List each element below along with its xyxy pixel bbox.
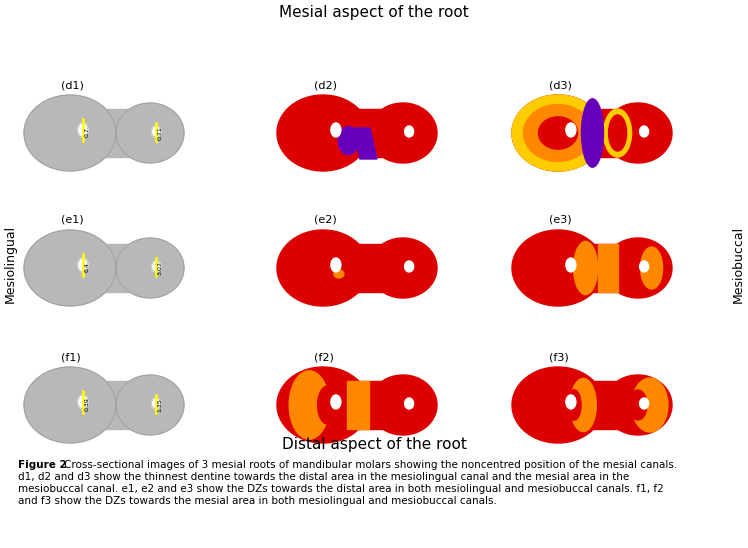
Text: and f3 show the DZs towards the mesial area in both mesiolingual and mesiobuccal: and f3 show the DZs towards the mesial a… — [18, 496, 497, 506]
Polygon shape — [604, 103, 672, 163]
Text: 0.71: 0.71 — [158, 127, 162, 140]
Ellipse shape — [78, 258, 88, 272]
Text: Mesiobuccal: Mesiobuccal — [732, 225, 744, 302]
Text: (d1): (d1) — [61, 80, 84, 90]
Ellipse shape — [405, 126, 414, 137]
Ellipse shape — [289, 371, 329, 439]
Text: 6.4: 6.4 — [85, 262, 89, 272]
Text: 0.39: 0.39 — [85, 397, 89, 411]
Text: (d2): (d2) — [314, 80, 337, 90]
Text: Mesiolingual: Mesiolingual — [4, 225, 16, 303]
Text: 0.7: 0.7 — [85, 127, 89, 137]
Polygon shape — [116, 238, 184, 298]
Text: (d3): (d3) — [549, 80, 572, 90]
Ellipse shape — [570, 379, 596, 432]
Polygon shape — [116, 375, 184, 435]
Text: Mesial aspect of the root: Mesial aspect of the root — [279, 5, 469, 20]
Ellipse shape — [539, 117, 577, 149]
Polygon shape — [604, 238, 672, 298]
Ellipse shape — [331, 395, 341, 409]
Polygon shape — [369, 375, 437, 435]
Ellipse shape — [405, 261, 414, 272]
Polygon shape — [94, 244, 130, 292]
Text: (f2): (f2) — [314, 352, 334, 362]
Polygon shape — [94, 109, 130, 157]
Ellipse shape — [524, 105, 592, 162]
Polygon shape — [24, 367, 116, 443]
Text: (f1): (f1) — [61, 352, 81, 362]
Ellipse shape — [609, 115, 627, 151]
Polygon shape — [277, 230, 369, 306]
Polygon shape — [582, 381, 618, 429]
Text: (f3): (f3) — [549, 352, 568, 362]
Ellipse shape — [78, 395, 88, 409]
Polygon shape — [598, 244, 618, 292]
Polygon shape — [369, 238, 437, 298]
Text: (e1): (e1) — [61, 215, 84, 225]
Ellipse shape — [640, 126, 649, 137]
Polygon shape — [512, 367, 604, 443]
Ellipse shape — [405, 398, 414, 409]
Text: mesiobuccal canal. e1, e2 and e3 show the DZs towards the distal area in both me: mesiobuccal canal. e1, e2 and e3 show th… — [18, 484, 663, 494]
Ellipse shape — [78, 123, 88, 137]
Polygon shape — [512, 95, 604, 171]
Polygon shape — [582, 109, 618, 157]
Ellipse shape — [574, 242, 598, 295]
Ellipse shape — [632, 378, 668, 432]
Ellipse shape — [566, 395, 576, 409]
Polygon shape — [512, 230, 604, 306]
Polygon shape — [582, 244, 618, 292]
Polygon shape — [347, 109, 383, 157]
Ellipse shape — [152, 126, 161, 137]
Ellipse shape — [331, 258, 341, 272]
Text: (e3): (e3) — [549, 215, 571, 225]
Ellipse shape — [640, 261, 649, 272]
Ellipse shape — [567, 390, 581, 420]
Polygon shape — [116, 103, 184, 163]
Text: Cross-sectional images of 3 mesial roots of mandibular molars showing the noncen: Cross-sectional images of 3 mesial roots… — [64, 460, 677, 470]
Ellipse shape — [604, 109, 631, 157]
Text: Distal aspect of the root: Distal aspect of the root — [281, 437, 467, 453]
Ellipse shape — [640, 398, 649, 409]
Polygon shape — [347, 244, 383, 292]
Ellipse shape — [152, 261, 161, 272]
Polygon shape — [277, 95, 369, 171]
Polygon shape — [347, 381, 369, 429]
Text: 1.35: 1.35 — [158, 398, 162, 413]
Polygon shape — [347, 381, 383, 429]
Ellipse shape — [318, 386, 337, 424]
Text: Figure 2: Figure 2 — [18, 460, 67, 470]
Ellipse shape — [331, 123, 341, 137]
Ellipse shape — [566, 123, 576, 137]
Polygon shape — [277, 367, 369, 443]
Ellipse shape — [566, 258, 576, 272]
Polygon shape — [604, 375, 672, 435]
Text: 3.07: 3.07 — [158, 261, 162, 276]
Text: (e2): (e2) — [314, 215, 337, 225]
Ellipse shape — [629, 390, 647, 420]
Polygon shape — [24, 230, 116, 306]
Polygon shape — [24, 95, 116, 171]
Text: d1, d2 and d3 show the thinnest dentine towards the distal area in the mesioling: d1, d2 and d3 show the thinnest dentine … — [18, 472, 629, 482]
Ellipse shape — [334, 270, 344, 278]
Ellipse shape — [640, 247, 663, 289]
Ellipse shape — [152, 398, 161, 409]
Ellipse shape — [512, 95, 604, 171]
Polygon shape — [94, 381, 130, 429]
Ellipse shape — [581, 99, 604, 167]
Polygon shape — [369, 103, 437, 163]
Ellipse shape — [338, 127, 358, 155]
Polygon shape — [353, 128, 377, 159]
